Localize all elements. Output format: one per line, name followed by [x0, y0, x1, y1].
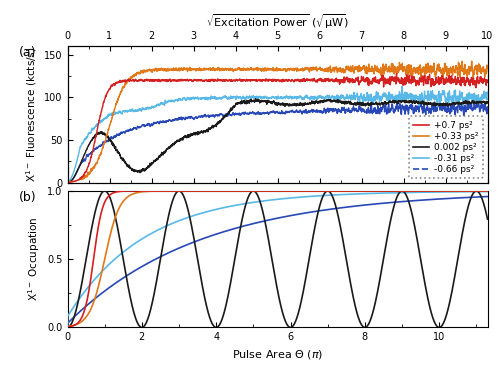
X-axis label: Pulse Area $\Theta$ ($\pi$): Pulse Area $\Theta$ ($\pi$)	[232, 348, 323, 361]
Text: (a): (a)	[19, 46, 36, 59]
X-axis label: $\sqrt{\rm Excitation\ Power}\ (\sqrt{\mu W})$: $\sqrt{\rm Excitation\ Power}\ (\sqrt{\m…	[206, 13, 349, 31]
Legend: +0.7 ps², +0.33 ps², 0.002 ps², -0.31 ps², -0.66 ps²: +0.7 ps², +0.33 ps², 0.002 ps², -0.31 ps…	[408, 116, 483, 178]
Y-axis label: X$^{1-}$ Fluorescence (kcts/s): X$^{1-}$ Fluorescence (kcts/s)	[24, 47, 38, 182]
Text: (b): (b)	[19, 191, 37, 204]
Y-axis label: X$^{1-}$ Occupation: X$^{1-}$ Occupation	[26, 217, 42, 302]
